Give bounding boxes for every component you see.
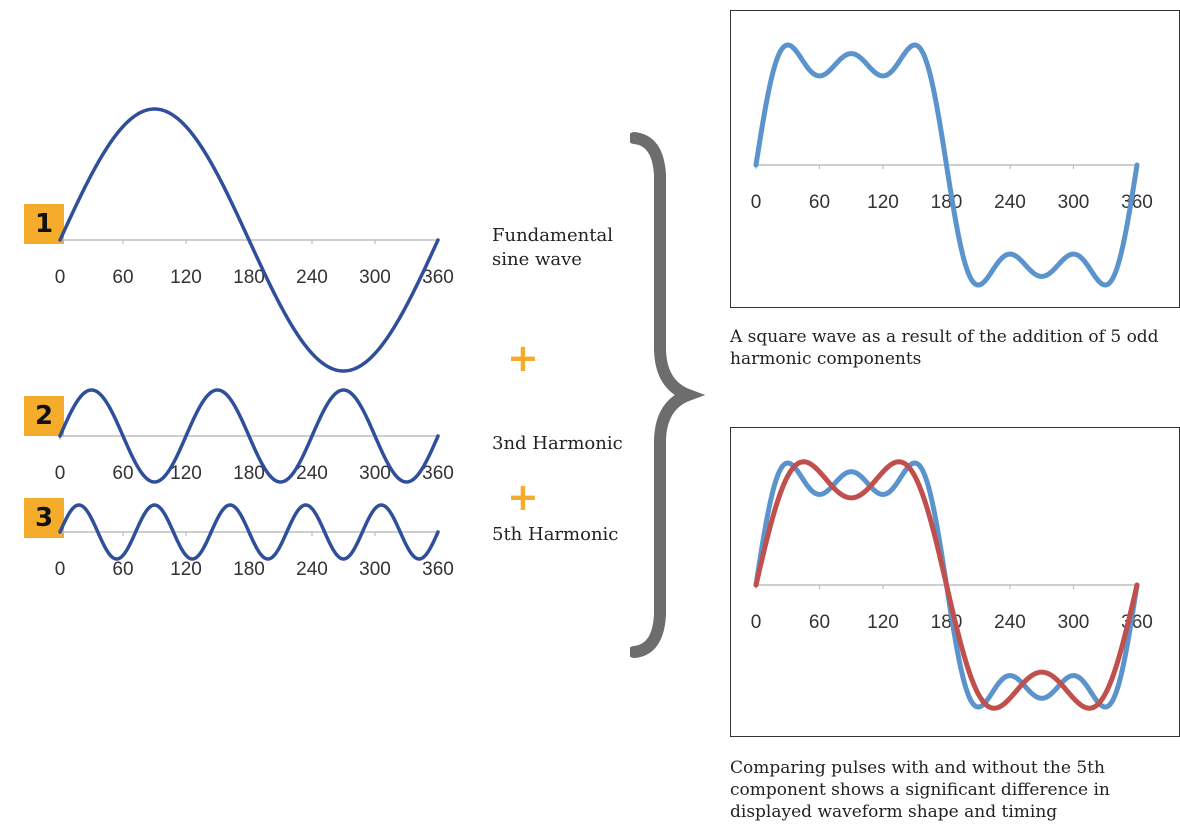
fifth-harmonic-label: 5th Harmonic bbox=[492, 524, 619, 545]
comparison-caption: Comparing pulses with and without the 5t… bbox=[730, 758, 1110, 822]
fifth-harmonic-series-0-line bbox=[58, 503, 440, 561]
badge-3: 3 bbox=[24, 498, 64, 538]
fifth-harmonic-tick-label-240: 240 bbox=[296, 559, 328, 580]
square-tick-label-60: 60 bbox=[809, 192, 830, 213]
fundamental-tick-label-180: 180 bbox=[233, 267, 265, 288]
badge-1-label: 1 bbox=[34, 209, 54, 239]
third-harmonic-tick-label-120: 120 bbox=[170, 463, 202, 484]
fundamental-series-0-line bbox=[58, 107, 440, 373]
fifth-harmonic-tick-label-0: 0 bbox=[55, 559, 66, 580]
comparison-chart: 0 60 120 180 240 300 360 bbox=[751, 459, 1153, 711]
square-tick-label-240: 240 bbox=[994, 192, 1026, 213]
fundamental-tick-label-0: 0 bbox=[55, 267, 66, 288]
fundamental-tick-label-120: 120 bbox=[170, 267, 202, 288]
third-harmonic-tick-label-60: 60 bbox=[112, 463, 133, 484]
square-tick-label-180: 180 bbox=[931, 192, 963, 213]
fundamental-tick-label-300: 300 bbox=[359, 267, 391, 288]
square-tick-label-0: 0 bbox=[751, 192, 762, 213]
square-tick-label-300: 300 bbox=[1058, 192, 1090, 213]
compare-tick-label-300: 300 bbox=[1058, 612, 1090, 633]
square-wave-caption: A square wave as a result of the additio… bbox=[730, 327, 1159, 369]
compare-tick-label-120: 120 bbox=[867, 612, 899, 633]
fifth-harmonic-tick-label-300: 300 bbox=[359, 559, 391, 580]
third-harmonic-tick-label-360: 360 bbox=[422, 463, 454, 484]
third-harmonic-tick-label-0: 0 bbox=[55, 463, 66, 484]
badge-3-label: 3 bbox=[34, 503, 54, 533]
third-harmonic-series-0-line bbox=[58, 388, 440, 484]
compare-series-1-line bbox=[753, 459, 1140, 711]
fundamental-tick-label-60: 60 bbox=[112, 267, 133, 288]
third-harmonic-tick-label-300: 300 bbox=[359, 463, 391, 484]
square-tick-label-360: 360 bbox=[1121, 192, 1153, 213]
fundamental-label: Fundamental sine wave bbox=[492, 225, 613, 270]
third-harmonic-tick-label-240: 240 bbox=[296, 463, 328, 484]
harmonic-waves-diagram: 0 60 120 180 240 300 360 0 60 120 180 240 300 360 0 60 1… bbox=[55, 107, 454, 580]
third-harmonic-tick-label-180: 180 bbox=[233, 463, 265, 484]
plus-sign-1: + bbox=[507, 336, 539, 380]
fifth-harmonic-tick-label-180: 180 bbox=[233, 559, 265, 580]
square-wave-panel: 0 60 120 180 240 300 360 bbox=[730, 10, 1180, 308]
curly-bracket-icon bbox=[630, 132, 706, 658]
compare-tick-label-240: 240 bbox=[994, 612, 1026, 633]
square-tick-label-120: 120 bbox=[867, 192, 899, 213]
third-harmonic-label: 3nd Harmonic bbox=[492, 433, 623, 454]
fifth-harmonic-tick-label-60: 60 bbox=[112, 559, 133, 580]
square-series-0-line bbox=[753, 42, 1140, 288]
square-wave-chart: 0 60 120 180 240 300 360 bbox=[751, 42, 1153, 288]
comparison-panel: 0 60 120 180 240 300 360 bbox=[730, 427, 1180, 737]
fundamental-tick-label-360: 360 bbox=[422, 267, 454, 288]
compare-tick-label-0: 0 bbox=[751, 612, 762, 633]
compare-tick-label-60: 60 bbox=[809, 612, 830, 633]
badge-1: 1 bbox=[24, 204, 64, 244]
badge-2-label: 2 bbox=[34, 401, 54, 431]
fifth-harmonic-tick-label-360: 360 bbox=[422, 559, 454, 580]
fifth-harmonic-tick-label-120: 120 bbox=[170, 559, 202, 580]
fundamental-tick-label-240: 240 bbox=[296, 267, 328, 288]
badge-2: 2 bbox=[24, 396, 64, 436]
plus-sign-2: + bbox=[507, 475, 539, 519]
